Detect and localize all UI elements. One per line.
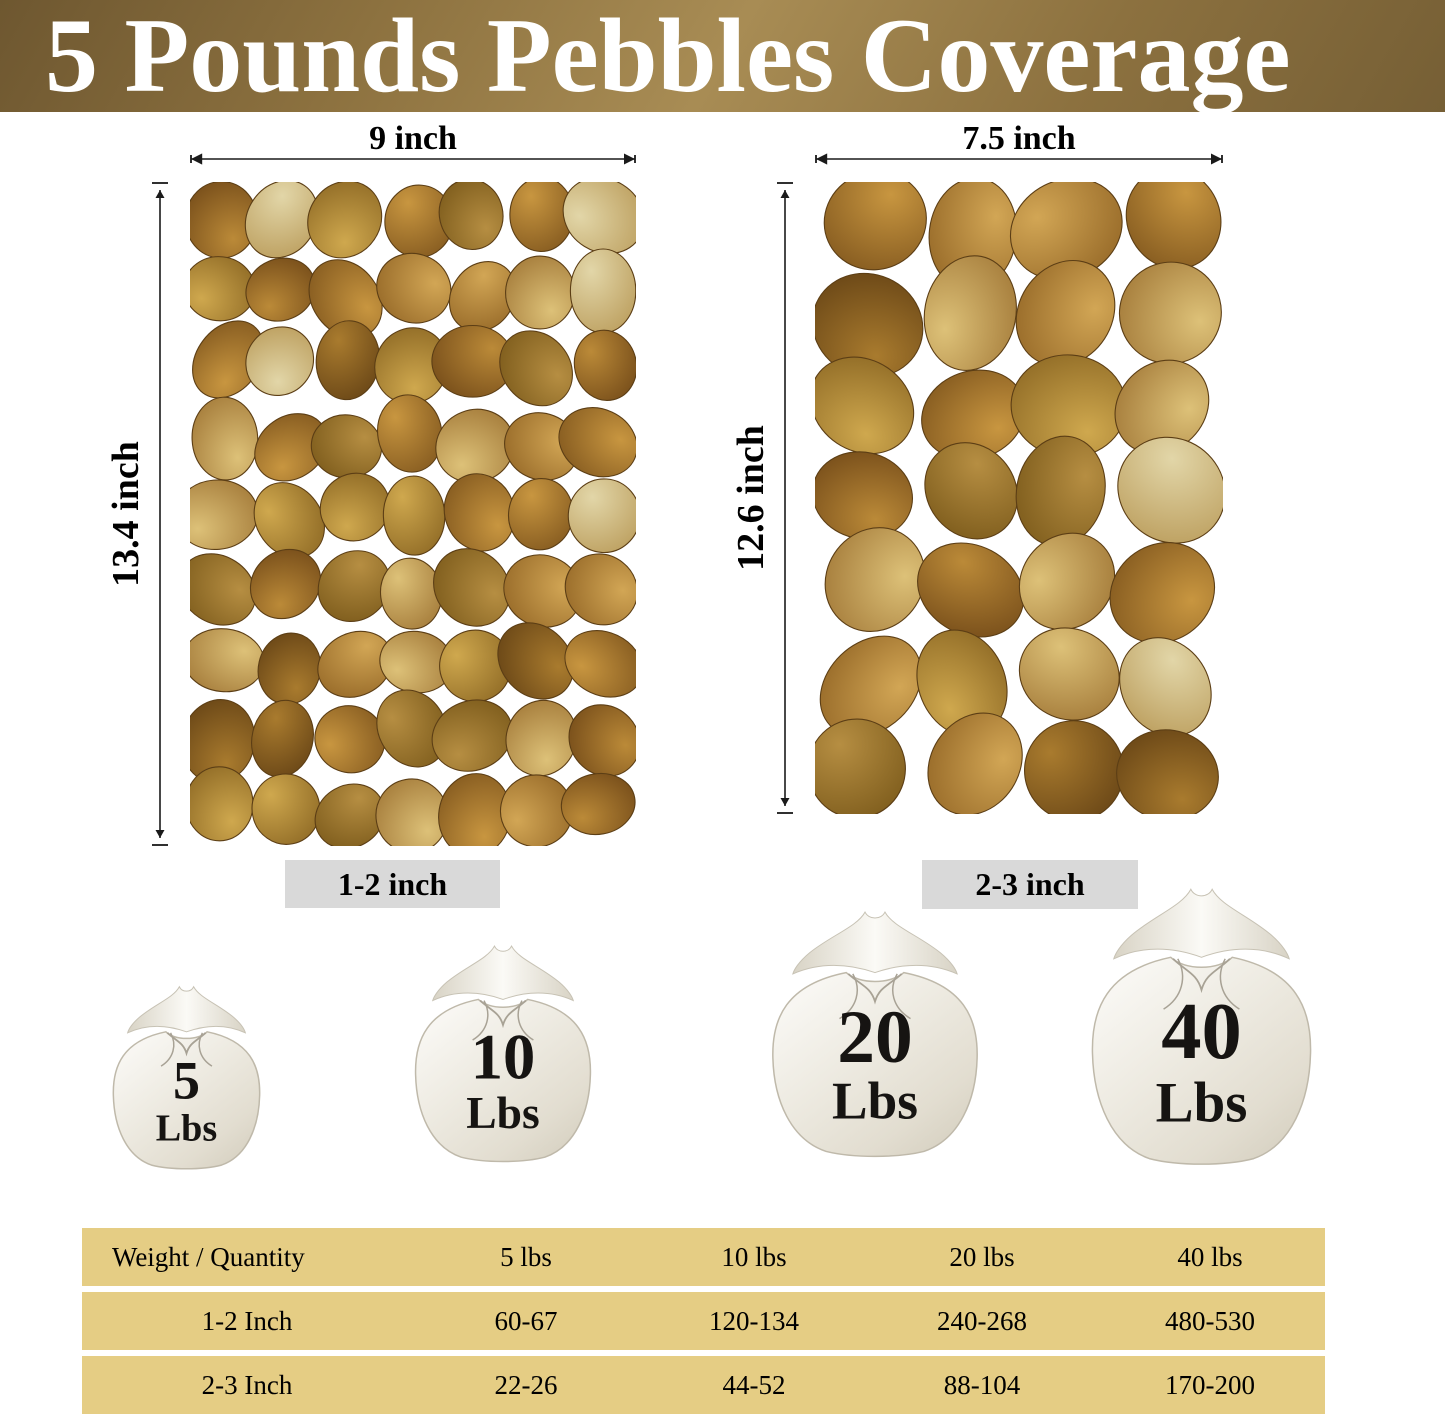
svg-text:5: 5	[173, 1050, 200, 1110]
svg-text:Lbs: Lbs	[832, 1072, 918, 1131]
svg-text:10: 10	[471, 1020, 536, 1092]
svg-text:40: 40	[1161, 987, 1242, 1076]
svg-text:Lbs: Lbs	[156, 1108, 218, 1150]
svg-text:Lbs: Lbs	[1156, 1072, 1248, 1135]
svg-text:Lbs: Lbs	[466, 1087, 540, 1138]
svg-text:20: 20	[837, 996, 912, 1079]
